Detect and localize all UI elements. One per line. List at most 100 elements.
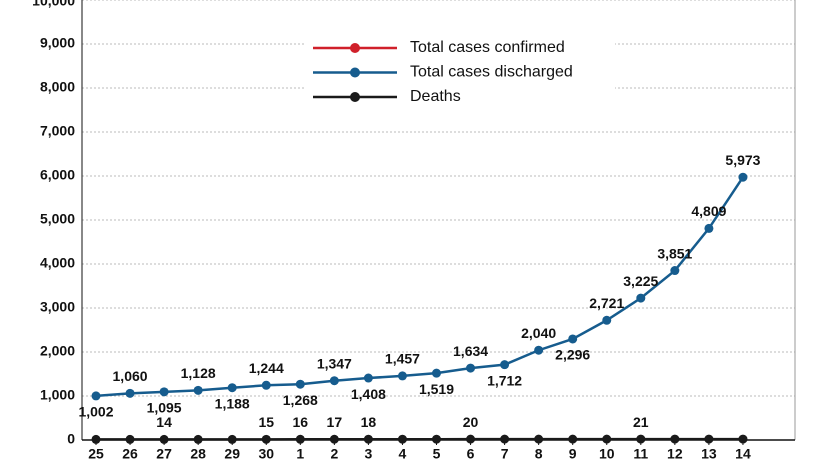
y-tick-label: 10,000 bbox=[32, 0, 75, 9]
data-point bbox=[568, 334, 578, 344]
data-label: 1,244 bbox=[249, 360, 284, 376]
data-label: 1,408 bbox=[351, 386, 386, 402]
x-tick-label: 6 bbox=[467, 446, 475, 462]
legend-label: Total cases confirmed bbox=[410, 39, 565, 56]
data-label: 2,721 bbox=[589, 295, 624, 311]
x-tick-label: 13 bbox=[701, 446, 717, 462]
data-point bbox=[329, 376, 339, 386]
data-point bbox=[466, 363, 476, 373]
data-label: 1,457 bbox=[385, 351, 420, 367]
data-point bbox=[636, 293, 646, 303]
data-point bbox=[159, 387, 169, 397]
data-label: 17 bbox=[327, 414, 343, 430]
data-point bbox=[466, 434, 476, 444]
legend-marker bbox=[350, 67, 360, 78]
data-point bbox=[534, 345, 544, 355]
data-label: 15 bbox=[258, 414, 274, 430]
data-label: 1,519 bbox=[419, 381, 454, 397]
data-point bbox=[363, 373, 373, 383]
data-point bbox=[636, 434, 646, 444]
x-tick-label: 7 bbox=[501, 446, 509, 462]
data-point bbox=[363, 434, 373, 444]
data-point bbox=[261, 380, 271, 390]
data-label: 21 bbox=[633, 414, 649, 430]
legend-marker bbox=[350, 92, 360, 102]
x-tick-label: 9 bbox=[569, 446, 577, 462]
data-label: 2,296 bbox=[555, 347, 590, 363]
data-point bbox=[91, 434, 101, 444]
data-point bbox=[670, 434, 680, 444]
x-tick-label: 2 bbox=[330, 446, 338, 462]
data-label: 14 bbox=[156, 414, 172, 430]
x-tick-label: 12 bbox=[667, 446, 683, 462]
data-point bbox=[329, 434, 339, 444]
data-point bbox=[397, 371, 407, 381]
data-label: 1,060 bbox=[113, 368, 148, 384]
x-tick-label: 30 bbox=[258, 446, 274, 462]
data-point bbox=[227, 434, 237, 444]
y-tick-label: 0 bbox=[67, 431, 75, 447]
data-label: 1,634 bbox=[453, 343, 488, 359]
x-tick-label: 3 bbox=[365, 446, 373, 462]
data-label: 4,809 bbox=[691, 203, 726, 219]
legend-marker bbox=[350, 43, 360, 53]
data-point bbox=[91, 391, 101, 401]
y-tick-label: 7,000 bbox=[40, 123, 75, 139]
y-tick-label: 1,000 bbox=[40, 387, 75, 403]
data-label: 3,851 bbox=[657, 245, 692, 261]
x-tick-label: 29 bbox=[224, 446, 240, 462]
data-point bbox=[125, 388, 135, 398]
data-point bbox=[534, 434, 544, 444]
legend-label: Total cases discharged bbox=[410, 64, 573, 81]
x-tick-label: 5 bbox=[433, 446, 441, 462]
y-tick-label: 6,000 bbox=[40, 167, 75, 183]
data-label: 1,095 bbox=[147, 400, 182, 416]
y-tick-label: 9,000 bbox=[40, 35, 75, 51]
data-label: 2,040 bbox=[521, 325, 556, 341]
x-tick-label: 8 bbox=[535, 446, 543, 462]
legend-label: Deaths bbox=[410, 88, 461, 105]
data-point bbox=[738, 434, 748, 444]
data-label: 5,973 bbox=[725, 152, 760, 168]
data-label: 1,712 bbox=[487, 372, 522, 388]
data-point bbox=[397, 434, 407, 444]
data-point bbox=[602, 434, 612, 444]
data-point bbox=[704, 434, 714, 444]
data-point bbox=[193, 434, 203, 444]
data-label: 16 bbox=[293, 414, 309, 430]
data-point bbox=[500, 434, 510, 444]
y-tick-label: 2,000 bbox=[40, 343, 75, 359]
x-tick-label: 1 bbox=[296, 446, 304, 462]
data-point bbox=[602, 315, 612, 325]
data-point bbox=[704, 223, 714, 233]
data-point bbox=[738, 172, 748, 182]
data-point bbox=[261, 434, 271, 444]
x-tick-label: 26 bbox=[122, 446, 138, 462]
data-label: 1,128 bbox=[181, 365, 216, 381]
x-tick-label: 25 bbox=[88, 446, 104, 462]
data-point bbox=[500, 360, 510, 370]
data-point bbox=[432, 368, 441, 378]
data-label: 1,188 bbox=[215, 395, 250, 411]
data-point bbox=[432, 434, 441, 444]
x-tick-label: 4 bbox=[399, 446, 407, 462]
data-label: 18 bbox=[361, 414, 377, 430]
data-point bbox=[295, 434, 305, 444]
data-label: 1,268 bbox=[283, 392, 318, 408]
y-tick-label: 8,000 bbox=[40, 79, 75, 95]
x-tick-label: 27 bbox=[156, 446, 172, 462]
x-tick-label: 14 bbox=[735, 446, 751, 462]
x-tick-label: 28 bbox=[190, 446, 206, 462]
data-point bbox=[159, 434, 169, 444]
x-tick-label: 11 bbox=[633, 446, 648, 462]
data-label: 3,225 bbox=[623, 273, 658, 289]
data-label: 1,347 bbox=[317, 355, 352, 371]
y-tick-label: 5,000 bbox=[40, 211, 75, 227]
y-tick-label: 3,000 bbox=[40, 299, 75, 315]
data-label: 20 bbox=[463, 414, 479, 430]
series-line bbox=[95, 176, 744, 398]
data-point bbox=[193, 385, 203, 395]
data-point bbox=[568, 434, 578, 444]
data-point bbox=[227, 383, 237, 393]
